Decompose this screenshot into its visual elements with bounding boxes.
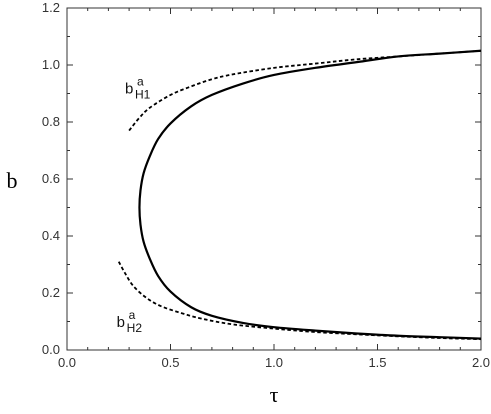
axis-ticks [66,7,482,351]
solid-series-line [138,49,482,340]
curve-label-h2: b aH2 [117,308,143,335]
y-axis-title: b [7,168,18,193]
curve-label-subscript: H1 [135,88,151,102]
y-tick-label: 0.4 [42,228,60,243]
y-tick-label: 0.2 [42,285,60,300]
dashed-series-line-1 [128,49,482,132]
curve-label-subscript: H2 [127,321,143,335]
curve-label-base: b [117,314,125,331]
curve-label-superscript: a [137,75,144,89]
curve-label-h1: b aH1 [125,75,151,102]
y-tick-label: 0.8 [42,114,60,129]
y-tick-label: 0.6 [42,171,60,186]
y-tick-label: 0.0 [42,342,60,357]
series-layer [117,49,482,341]
curve-label-superscript: a [129,308,136,322]
y-tick-label: 1.2 [42,0,60,15]
x-tick-label: 0.0 [58,355,76,370]
tick-labels: 0.0 0.5 1.0 1.5 2.0 0.0 0.2 0.4 0.6 0.8 1.0 1.2 [42,0,490,370]
x-tick-label: 2.0 [472,355,490,370]
x-tick-label: 1.5 [368,355,386,370]
dashed-series-line-2 [117,261,482,341]
x-tick-label: 0.5 [161,355,179,370]
plot-area-frame [66,7,482,351]
curve-label-base: b [125,81,133,98]
x-tick-label: 1.0 [265,355,283,370]
y-tick-label: 1.0 [42,57,60,72]
x-axis-title: τ [270,382,279,407]
